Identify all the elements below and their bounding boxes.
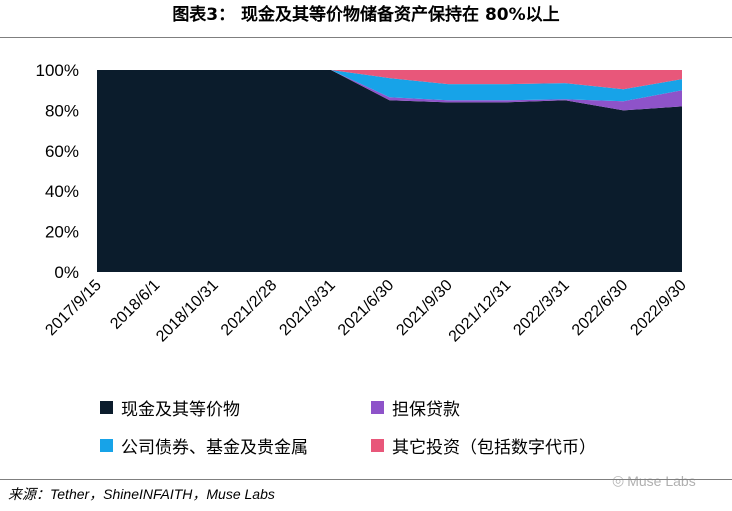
watermark: ◎ Muse Labs (612, 472, 696, 489)
legend-label-bonds: 公司债券、基金及贵金属 (121, 437, 308, 458)
legend-swatch-cash (100, 400, 113, 414)
x-tick-label: 2021/3/31 (276, 277, 338, 339)
area-series-1 (97, 70, 682, 272)
y-tick-label: 60% (45, 142, 79, 161)
x-tick-label: 2018/6/1 (107, 277, 163, 333)
x-tick-label: 2022/6/30 (569, 277, 631, 339)
legend-item-cash: 现金及其等价物 (100, 394, 240, 420)
source-note: 来源：Tether，ShineINFAITH，Muse Labs (8, 486, 275, 502)
wechat-icon: ◎ (612, 472, 625, 488)
area-series-4 (97, 70, 682, 90)
chart-title: 图表3： 现金及其等价物储备资产保持在 80%以上 (172, 5, 560, 25)
x-tick-label: 2022/3/31 (510, 277, 572, 339)
y-tick-label: 20% (45, 223, 79, 242)
x-tick-label: 2021/2/28 (218, 277, 280, 339)
y-tick-label: 0% (54, 263, 79, 282)
legend-label-other-investments: 其它投资（包括数字代币） (392, 437, 596, 458)
area-series-3 (97, 70, 682, 102)
legend-swatch-secured-loans (371, 400, 384, 414)
y-tick-label: 80% (45, 101, 79, 120)
x-tick-label: 2017/9/15 (42, 277, 104, 339)
x-tick-label: 2022/9/30 (627, 277, 689, 339)
x-tick-label: 2021/6/30 (335, 277, 397, 339)
watermark-text: Muse Labs (627, 472, 696, 489)
bottom-divider (0, 479, 732, 480)
y-tick-label: 40% (45, 182, 79, 201)
legend-label-cash: 现金及其等价物 (121, 399, 240, 420)
legend-item-secured-loans: 担保贷款 (371, 394, 460, 420)
top-divider (0, 37, 732, 38)
legend-swatch-other-investments (371, 438, 384, 452)
x-tick-label: 2018/10/31 (153, 277, 222, 346)
x-tick-label: 2021/12/31 (446, 277, 515, 346)
legend-swatch-bonds (100, 438, 113, 452)
x-tick-label: 2021/9/30 (393, 277, 455, 339)
y-tick-label: 100% (36, 61, 79, 80)
legend-item-other-investments: 其它投资（包括数字代币） (371, 432, 596, 458)
legend-label-secured-loans: 担保贷款 (392, 399, 460, 420)
area-series-2 (97, 70, 682, 111)
legend-item-bonds: 公司债券、基金及贵金属 (100, 432, 308, 458)
